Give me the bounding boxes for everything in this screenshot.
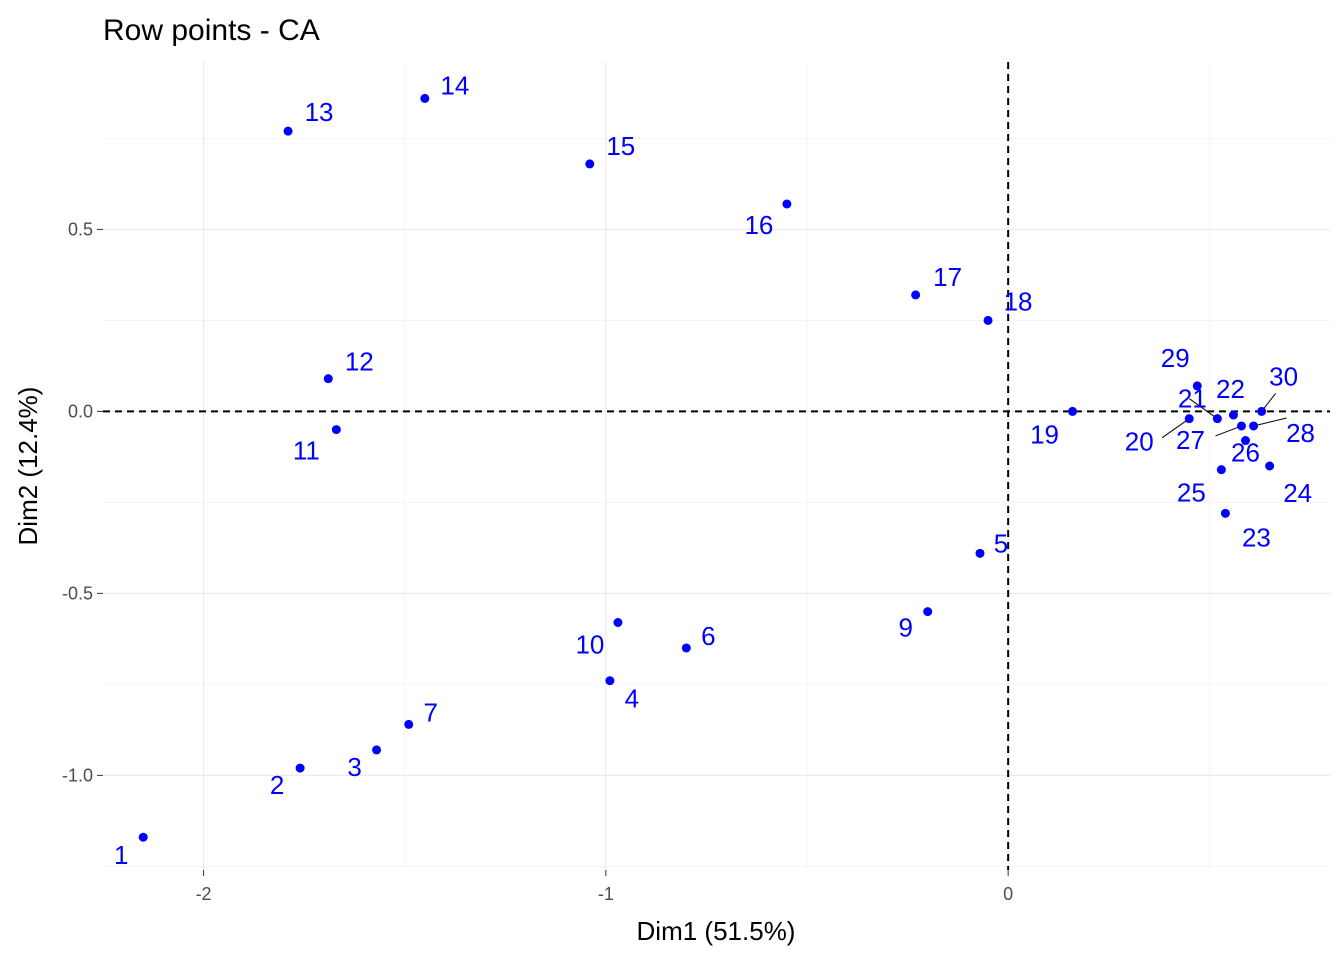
data-point (975, 548, 985, 558)
data-point (1068, 406, 1078, 416)
data-point (138, 832, 148, 842)
data-point (331, 425, 341, 435)
data-point (1265, 461, 1275, 471)
grid (103, 62, 1330, 870)
data-point (1212, 414, 1222, 424)
point-label: 17 (933, 262, 962, 292)
data-point (605, 676, 615, 686)
data-point (283, 126, 293, 136)
point-label: 25 (1177, 478, 1206, 508)
point-label: 14 (440, 70, 469, 100)
point-label: 16 (744, 210, 773, 240)
point-label: 10 (575, 630, 604, 660)
point-label: 7 (424, 697, 438, 727)
data-point (420, 93, 430, 103)
leader-line (1215, 425, 1242, 437)
point-label: 15 (606, 131, 635, 161)
data-point (1228, 410, 1238, 420)
data-point (911, 290, 921, 300)
point-label: 5 (994, 528, 1008, 558)
data-point (372, 745, 382, 755)
data-point (585, 159, 595, 169)
y-tick-label: 0.5 (68, 219, 93, 239)
point-label: 27 (1176, 425, 1205, 455)
point-label: 12 (345, 347, 374, 377)
leader-line (1253, 417, 1287, 427)
points (138, 93, 1275, 842)
point-label: 23 (1242, 522, 1271, 552)
point-label: 18 (1004, 286, 1033, 316)
point-label: 20 (1125, 427, 1154, 457)
x-tick-label: -2 (196, 884, 212, 904)
point-label: 13 (305, 97, 334, 127)
data-point (782, 199, 792, 209)
point-label: 22 (1216, 374, 1245, 404)
data-point (681, 643, 691, 653)
data-point (1192, 381, 1202, 391)
x-tick-label: -1 (598, 884, 614, 904)
data-point (613, 618, 623, 628)
point-label: 11 (293, 436, 320, 466)
data-point (983, 315, 993, 325)
data-point (1249, 421, 1259, 431)
point-label: 19 (1030, 419, 1059, 449)
point-label: 3 (347, 752, 361, 782)
leader-line (1189, 398, 1218, 420)
x-tick-label: 0 (1003, 884, 1013, 904)
point-label: 2 (270, 770, 284, 800)
data-point (1184, 414, 1194, 424)
reference-lines (103, 62, 1330, 870)
point-label: 30 (1269, 361, 1298, 391)
leader-line (1161, 418, 1190, 439)
x-axis-title: Dim1 (51.5%) (637, 916, 796, 946)
data-point (1216, 465, 1226, 475)
data-point (404, 719, 414, 729)
data-point (923, 607, 933, 617)
leader-lines (1161, 393, 1287, 439)
data-point (295, 763, 305, 773)
point-label: 29 (1161, 343, 1190, 373)
y-tick-label: 0.0 (68, 401, 93, 421)
point-label: 21 (1178, 384, 1207, 414)
data-point (1257, 406, 1267, 416)
data-point (1220, 508, 1230, 518)
point-label: 24 (1283, 478, 1312, 508)
data-point (1236, 421, 1246, 431)
point-label: 28 (1286, 418, 1315, 448)
y-axis: -1.0 -0.5 0.0 0.5 (62, 219, 103, 785)
point-label: 4 (625, 684, 639, 714)
y-tick-label: -1.0 (62, 765, 93, 785)
x-axis: -2 -1 0 (196, 870, 1013, 904)
y-tick-label: -0.5 (62, 583, 93, 603)
point-label: 1 (114, 840, 128, 870)
point-label: 9 (898, 613, 912, 643)
chart-title: Row points - CA (103, 14, 320, 47)
data-point (323, 374, 333, 384)
point-label: 26 (1231, 438, 1260, 468)
data-point (1241, 436, 1251, 446)
y-axis-title: Dim2 (12.4%) (13, 387, 43, 546)
point-label: 6 (701, 621, 715, 651)
